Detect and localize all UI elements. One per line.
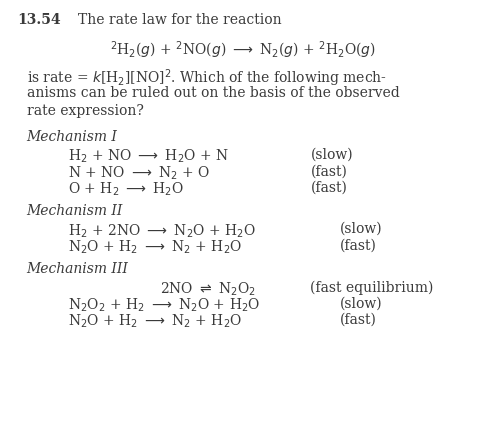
Text: (slow): (slow) [310, 148, 352, 162]
Text: $^2$H$_2$($g$) + $^2$NO($g$) $\longrightarrow$ N$_2$($g$) + $^2$H$_2$O($g$): $^2$H$_2$($g$) + $^2$NO($g$) $\longright… [109, 39, 375, 61]
Text: anisms can be ruled out on the basis of the observed: anisms can be ruled out on the basis of … [27, 86, 399, 100]
Text: (slow): (slow) [339, 297, 381, 310]
Text: (slow): (slow) [339, 222, 381, 236]
Text: Mechanism II: Mechanism II [27, 204, 123, 218]
Text: Mechanism III: Mechanism III [27, 262, 128, 276]
Text: The rate law for the reaction: The rate law for the reaction [77, 13, 281, 27]
Text: rate expression?: rate expression? [27, 104, 143, 118]
Text: (fast): (fast) [339, 239, 376, 252]
Text: (fast): (fast) [339, 313, 376, 327]
Text: N + NO $\longrightarrow$ N$_2$ + O: N + NO $\longrightarrow$ N$_2$ + O [68, 165, 210, 182]
Text: N$_2$O$_2$ + H$_2$ $\longrightarrow$ N$_2$O + H$_2$O: N$_2$O$_2$ + H$_2$ $\longrightarrow$ N$_… [68, 297, 260, 314]
Text: N$_2$O + H$_2$ $\longrightarrow$ N$_2$ + H$_2$O: N$_2$O + H$_2$ $\longrightarrow$ N$_2$ +… [68, 313, 242, 330]
Text: (fast equilibrium): (fast equilibrium) [310, 280, 433, 294]
Text: 2NO $\rightleftharpoons$ N$_2$O$_2$: 2NO $\rightleftharpoons$ N$_2$O$_2$ [160, 280, 256, 297]
Text: is rate = $k$[H$_2$][NO]$^2$. Which of the following mech-: is rate = $k$[H$_2$][NO]$^2$. Which of t… [27, 67, 386, 89]
Text: H$_2$ + 2NO $\longrightarrow$ N$_2$O + H$_2$O: H$_2$ + 2NO $\longrightarrow$ N$_2$O + H… [68, 222, 255, 239]
Text: (fast): (fast) [310, 181, 347, 195]
Text: Mechanism I: Mechanism I [27, 130, 117, 144]
Text: O + H$_2$ $\longrightarrow$ H$_2$O: O + H$_2$ $\longrightarrow$ H$_2$O [68, 181, 183, 198]
Text: (fast): (fast) [310, 165, 347, 178]
Text: 13.54: 13.54 [17, 13, 60, 27]
Text: H$_2$ + NO $\longrightarrow$ H$_2$O + N: H$_2$ + NO $\longrightarrow$ H$_2$O + N [68, 148, 228, 165]
Text: N$_2$O + H$_2$ $\longrightarrow$ N$_2$ + H$_2$O: N$_2$O + H$_2$ $\longrightarrow$ N$_2$ +… [68, 239, 242, 256]
